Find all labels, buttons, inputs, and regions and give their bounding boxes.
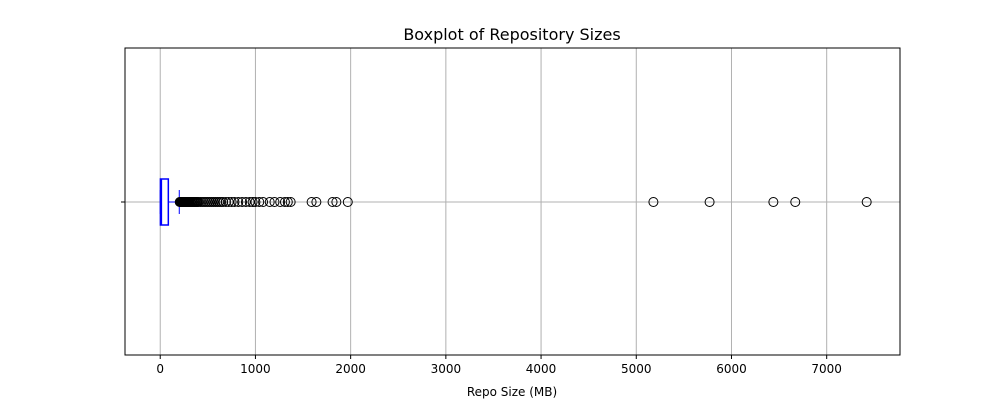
outlier-point (327, 197, 338, 207)
outlier-point (244, 197, 255, 207)
outlier-point (254, 197, 265, 207)
outlier-point (226, 197, 237, 207)
outlier-point (258, 197, 269, 207)
outlier-point (275, 197, 286, 207)
x-tick-label: 4000 (526, 362, 557, 376)
outlier-point (264, 197, 275, 207)
outlier-point (306, 197, 317, 207)
outlier-point (250, 197, 261, 207)
x-tick-label: 7000 (811, 362, 842, 376)
outlier-point (247, 197, 258, 207)
outlier-point (269, 197, 280, 207)
outlier-point (648, 197, 659, 207)
chart-title: Boxplot of Repository Sizes (403, 25, 620, 44)
outlier-point (861, 197, 872, 207)
outlier-point (704, 197, 715, 207)
x-tick-label: 5000 (621, 362, 652, 376)
outlier-point (342, 197, 353, 207)
outlier-point (223, 197, 234, 207)
outlier-point (229, 197, 240, 207)
x-tick-label: 0 (156, 362, 164, 376)
x-tick-label: 1000 (240, 362, 271, 376)
outlier-point (285, 197, 296, 207)
x-axis-label: Repo Size (MB) (467, 385, 557, 399)
outlier-point (768, 197, 779, 207)
x-tick-label: 3000 (431, 362, 462, 376)
outliers-group (174, 197, 872, 207)
grid-lines (125, 48, 900, 355)
outlier-point (311, 197, 322, 207)
outlier-point (790, 197, 801, 207)
x-axis-ticks: 0 1000 2000 3000 4000 5000 6000 7000 (121, 201, 842, 376)
x-tick-label: 2000 (335, 362, 366, 376)
x-tick-label: 6000 (716, 362, 747, 376)
outlier-point (331, 197, 342, 207)
outlier-point (237, 197, 248, 207)
outlier-point (282, 197, 293, 207)
outlier-point (240, 197, 251, 207)
outlier-point (279, 197, 290, 207)
outlier-point (233, 197, 244, 207)
